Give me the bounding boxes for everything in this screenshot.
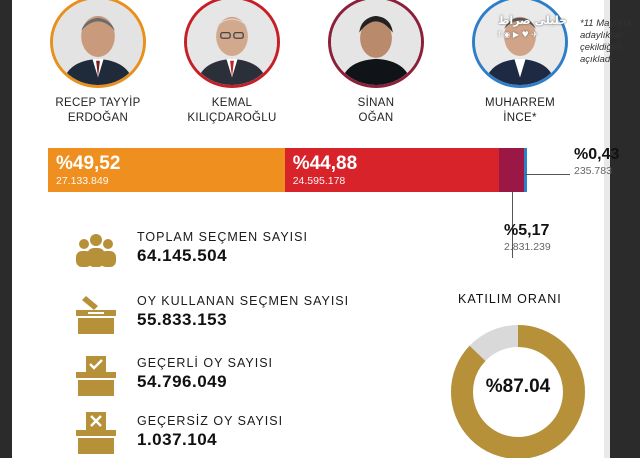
candidate-name-line2: KILIÇDAROĞLU (187, 112, 277, 124)
bar-segment-label: %44,88 24.595.178 (293, 154, 357, 188)
people-group-icon (72, 228, 120, 272)
candidate-name: MUHARREM İNCE* (460, 96, 580, 126)
candidate-portrait (472, 0, 568, 88)
person-portrait-icon (187, 0, 277, 85)
candidate-kilicdaroglu: KEMAL KILIÇDAROĞLU (172, 0, 292, 126)
bar-segment-votes: 27.133.849 (56, 175, 109, 187)
bar-segment-votes: 24.595.178 (292, 175, 346, 187)
bar-segment-2 (499, 148, 524, 192)
stat-valid-votes: GEÇERLİ OY SAYISI 54.796.049 (72, 354, 392, 398)
bar-segment-label: %49,52 27.133.849 (56, 154, 120, 188)
stat-voted: OY KULLANAN SEÇMEN SAYISI 55.833.153 (72, 292, 392, 336)
turnout-donut-chart (451, 325, 585, 458)
stat-value: 55.833.153 (137, 310, 228, 329)
bar-segment-percent: %49,52 (56, 153, 121, 174)
candidate-ince: MUHARREM İNCE* (460, 0, 580, 126)
callout-ince: %0,43 235.783 (574, 146, 619, 178)
turnout-value: %87.04 (485, 376, 551, 397)
ballot-box-check-icon (72, 354, 120, 398)
candidate-erdogan: RECEP TAYYİP ERDOĞAN (38, 0, 158, 126)
candidate-name-line1: SİNAN (357, 97, 395, 109)
stat-value: 1.037.104 (137, 430, 218, 449)
stat-value: 54.796.049 (137, 372, 228, 391)
candidate-ogan: SİNAN OĞAN (316, 0, 436, 126)
callout-ogan: %5,17 2.831.239 (504, 222, 551, 254)
candidate-name: RECEP TAYYİP ERDOĞAN (38, 96, 158, 126)
candidate-portrait (328, 0, 424, 88)
social-icons: f ◉ ▶ ♥ ✈ (498, 30, 538, 39)
ballot-box-x-icon (72, 412, 120, 456)
candidate-name-line2: OĞAN (358, 112, 394, 124)
candidate-name: SİNAN OĞAN (316, 96, 436, 126)
stat-value: 64.145.504 (137, 246, 228, 265)
candidate-name: KEMAL KILIÇDAROĞLU (172, 96, 292, 126)
callout-percent: %5,17 (504, 222, 550, 239)
turnout-title: KATILIM ORANI (458, 292, 562, 306)
left-frame-border (0, 0, 12, 458)
watermark-text: خلیلی صراط (498, 14, 568, 27)
stat-label: GEÇERSİZ OY SAYISI (137, 414, 284, 428)
candidate-name-line2: İNCE* (503, 112, 537, 124)
stat-label: TOPLAM SEÇMEN SAYISI (137, 230, 308, 244)
right-frame-inner (604, 0, 610, 458)
donut-turnout-arc (451, 325, 585, 458)
callout-line (511, 192, 513, 258)
stat-invalid-votes: GEÇERSİZ OY SAYISI 1.037.104 (72, 412, 392, 456)
stat-label: GEÇERLİ OY SAYISI (137, 356, 274, 370)
candidate-name-line1: MUHARREM (484, 97, 556, 109)
candidate-portrait (184, 0, 280, 88)
footnote: *11 Mayıs'ta adaylıktan çekildiğini açık… (580, 18, 632, 65)
candidate-name-line1: KEMAL (211, 97, 253, 109)
bar-segment-percent: %44,88 (292, 153, 358, 174)
callout-votes: 235.783 (574, 165, 612, 177)
callout-votes: 2.831.239 (504, 241, 551, 253)
callout-percent: %0,43 (574, 146, 620, 163)
stat-label: OY KULLANAN SEÇMEN SAYISI (137, 294, 350, 308)
person-portrait-icon (331, 0, 421, 85)
right-frame-border (610, 0, 640, 458)
ballot-box-icon (72, 292, 120, 336)
person-portrait-icon (53, 0, 143, 85)
callout-line (525, 174, 570, 175)
bar-segment-3 (523, 148, 527, 192)
candidate-name-line2: ERDOĞAN (67, 112, 129, 124)
person-portrait-icon (475, 0, 565, 85)
candidate-name-line1: RECEP TAYYİP (55, 97, 141, 109)
bar-segment-1: %44,88 24.595.178 (284, 148, 500, 192)
stat-total-voters: TOPLAM SEÇMEN SAYISI 64.145.504 (72, 228, 392, 272)
candidate-portrait (50, 0, 146, 88)
bar-segment-0: %49,52 27.133.849 (48, 148, 285, 192)
results-stacked-bar: %49,52 27.133.849 %44,88 24.595.178 (48, 148, 527, 192)
